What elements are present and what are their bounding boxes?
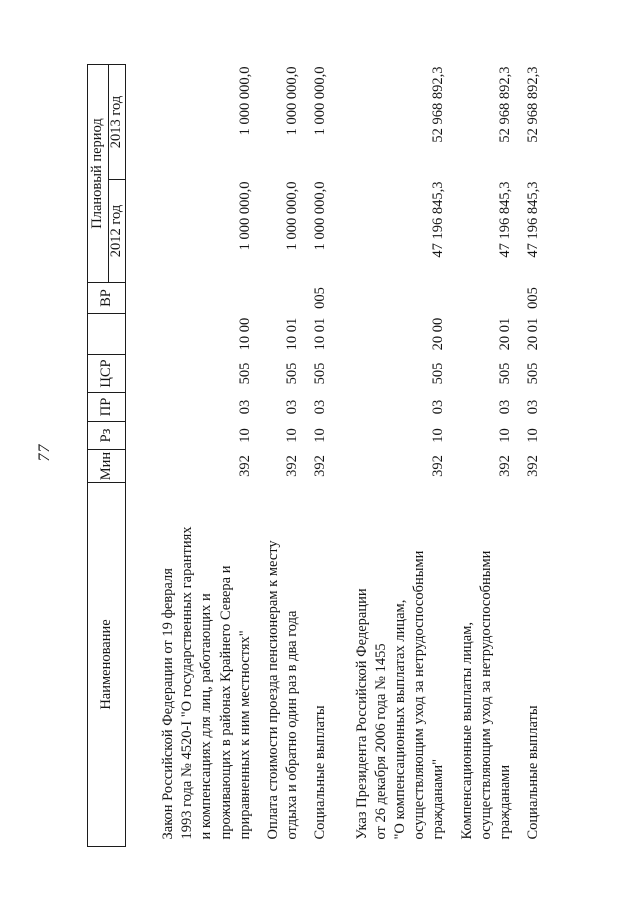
row-name: Оплата стоимости проезда пенсионерам к м… bbox=[265, 540, 301, 840]
table-body: Закон Российской Федерации от 19 февраля… bbox=[126, 64, 544, 846]
row-name: Компенсационные выплаты лицам, осуществл… bbox=[458, 550, 514, 840]
row-subprogram-code: 20 01 bbox=[525, 317, 542, 351]
row-amount-2013: 52 968 892,3 bbox=[525, 66, 542, 143]
row-rz-code: 10 bbox=[525, 428, 542, 443]
row-amount-2012: 47 196 845,3 bbox=[430, 181, 447, 258]
row-amount-2012: 47 196 845,3 bbox=[525, 181, 542, 258]
row-pr-code: 03 bbox=[284, 399, 301, 415]
row-amount-2012: 1 000 000,0 bbox=[236, 181, 253, 251]
row-tsr-code: 505 bbox=[497, 362, 514, 385]
row-subprogram-code: 20 00 bbox=[430, 317, 447, 351]
row-name: Социальные выплаты bbox=[312, 705, 329, 840]
row-tsr-code: 505 bbox=[312, 362, 329, 385]
row-vr-code: 005 bbox=[525, 287, 542, 309]
col-header-subprogram bbox=[87, 313, 126, 355]
row-tsr-code: 505 bbox=[236, 362, 253, 385]
row-amount-2012: 1 000 000,0 bbox=[284, 181, 301, 251]
col-header-min: Мин bbox=[87, 449, 126, 483]
row-rz-code: 10 bbox=[312, 428, 329, 443]
budget-table: Наименование Мин Рз ПР ЦСР ВР Плановый п… bbox=[87, 64, 543, 847]
row-min-code: 392 bbox=[497, 455, 514, 477]
row-min-code: 392 bbox=[525, 455, 542, 477]
table-row: Компенсационные выплаты лицам, осуществл… bbox=[449, 64, 516, 846]
col-header-pr: ПР bbox=[87, 392, 126, 422]
row-pr-code: 03 bbox=[312, 399, 329, 415]
row-pr-code: 03 bbox=[430, 399, 447, 415]
row-pr-code: 03 bbox=[525, 399, 542, 415]
row-min-code: 392 bbox=[430, 455, 447, 477]
table-row: Социальные выплаты 392 10 03 505 20 01 005 47 1… bbox=[515, 64, 543, 846]
row-vr-code bbox=[126, 283, 256, 314]
row-name: Социальные выплаты bbox=[525, 705, 542, 840]
col-header-tsr: ЦСР bbox=[87, 354, 126, 393]
row-min-code: 392 bbox=[236, 455, 253, 477]
row-tsr-code: 505 bbox=[430, 362, 447, 385]
col-header-rz: Рз bbox=[87, 421, 126, 450]
row-amount-2013: 1 000 000,0 bbox=[236, 66, 253, 136]
col-header-2013: 2013 год bbox=[108, 64, 126, 180]
row-pr-code: 03 bbox=[236, 399, 253, 415]
table-row: Оплата стоимости проезда пенсионерам к м… bbox=[255, 64, 302, 846]
row-subprogram-code: 20 01 bbox=[497, 317, 514, 351]
row-tsr-code: 505 bbox=[284, 362, 301, 385]
row-subprogram-code: 10 00 bbox=[236, 317, 253, 351]
table-header: Наименование Мин Рз ПР ЦСР ВР Плановый п… bbox=[87, 64, 126, 847]
page-number: 77 bbox=[36, 443, 53, 462]
row-vr-code bbox=[331, 283, 449, 314]
row-name: Закон Российской Федерации от 19 февраля… bbox=[160, 526, 253, 840]
row-min-code: 392 bbox=[284, 455, 301, 477]
table-row: Указ Президента Российской Федерации от … bbox=[331, 64, 449, 846]
row-amount-2013: 52 968 892,3 bbox=[497, 66, 514, 143]
row-vr-code: 005 bbox=[312, 287, 329, 309]
row-amount-2012: 47 196 845,3 bbox=[497, 181, 514, 258]
row-vr-code bbox=[449, 283, 516, 314]
row-rz-code: 10 bbox=[497, 428, 514, 443]
table-row: Закон Российской Федерации от 19 февраля… bbox=[126, 64, 256, 846]
row-name: Указ Президента Российской Федерации от … bbox=[353, 550, 447, 840]
row-subprogram-code: 10 01 bbox=[312, 317, 329, 351]
row-amount-2012: 1 000 000,0 bbox=[312, 181, 329, 251]
row-subprogram-code: 10 01 bbox=[284, 317, 301, 351]
row-tsr-code: 505 bbox=[525, 362, 542, 385]
row-amount-2013: 52 968 892,3 bbox=[430, 66, 447, 143]
table-row: Социальные выплаты 392 10 03 505 10 01 005 1 00… bbox=[302, 64, 330, 846]
header-row-1: Наименование Мин Рз ПР ЦСР ВР Плановый п… bbox=[87, 64, 126, 847]
col-header-name: Наименование bbox=[87, 482, 126, 847]
row-min-code: 392 bbox=[312, 455, 329, 477]
col-header-planning-period: Плановый период bbox=[87, 64, 109, 283]
row-amount-2013: 1 000 000,0 bbox=[312, 66, 329, 136]
col-header-2012: 2012 год bbox=[108, 179, 126, 283]
row-rz-code: 10 bbox=[236, 428, 253, 443]
row-rz-code: 10 bbox=[284, 428, 301, 443]
row-rz-code: 10 bbox=[430, 428, 447, 443]
row-vr-code bbox=[255, 283, 302, 314]
row-amount-2013: 1 000 000,0 bbox=[284, 66, 301, 136]
col-header-vr: ВР bbox=[87, 282, 126, 314]
row-pr-code: 03 bbox=[497, 399, 514, 415]
